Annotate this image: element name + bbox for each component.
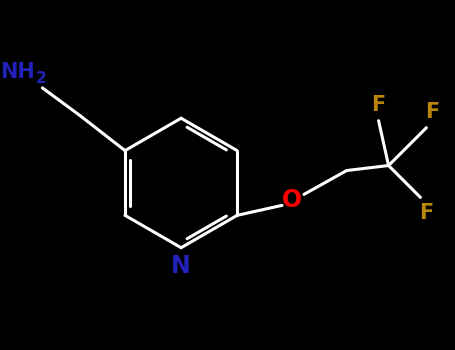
Text: 2: 2 [35, 71, 46, 86]
Text: N: N [171, 254, 191, 278]
Text: O: O [282, 188, 302, 212]
Text: F: F [419, 203, 434, 223]
Text: F: F [425, 102, 440, 122]
Text: NH: NH [0, 62, 35, 82]
Text: F: F [371, 95, 386, 115]
